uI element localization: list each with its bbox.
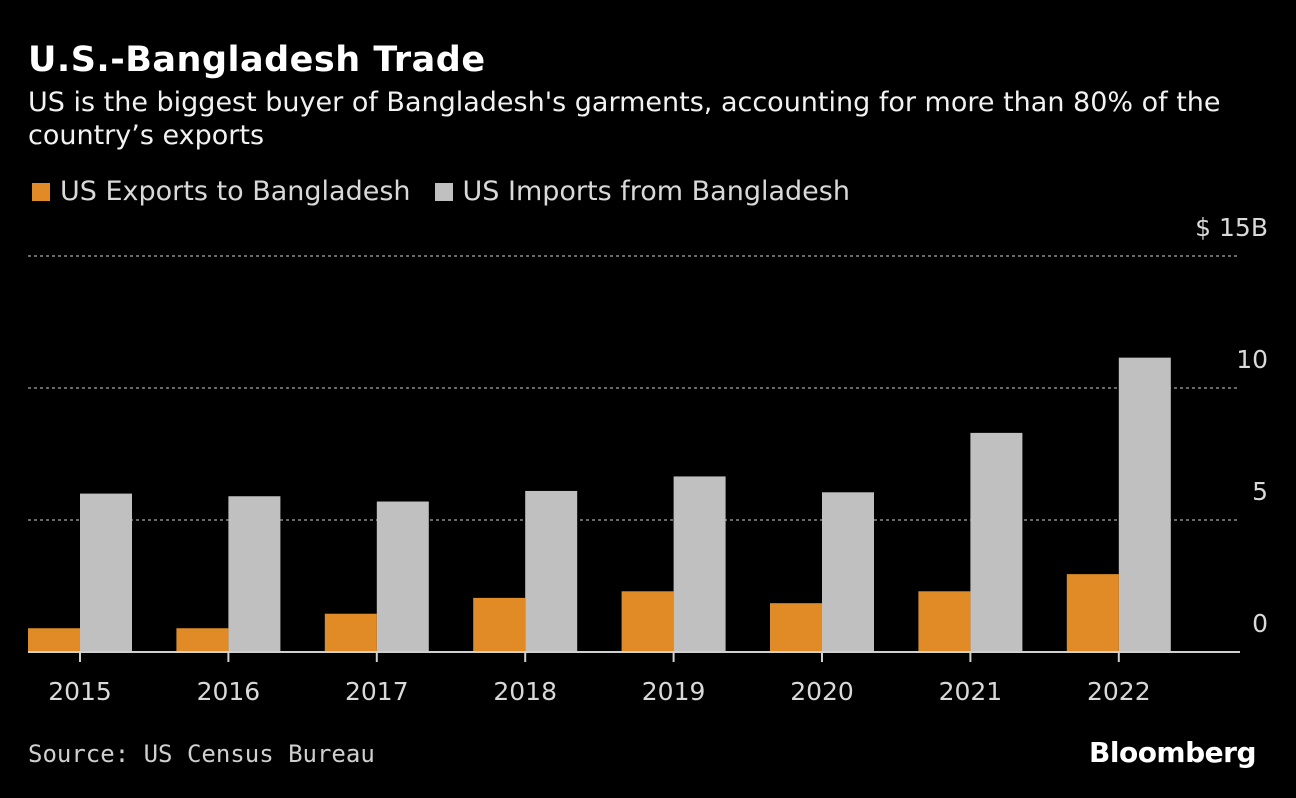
bar-exports-2019 — [621, 591, 674, 652]
x-tick-label-2021: 2021 — [939, 677, 1003, 706]
bloomberg-logo: Bloomberg — [1089, 736, 1256, 769]
bar-exports-2020 — [770, 603, 822, 652]
legend-label-exports: US Exports to Bangladesh — [60, 176, 411, 207]
bar-imports-2018 — [525, 490, 578, 652]
legend-item-imports: US Imports from Bangladesh — [434, 176, 850, 207]
bar-exports-2015 — [28, 628, 80, 652]
x-tick-label-2018: 2018 — [493, 677, 557, 706]
x-tick-label-2020: 2020 — [790, 677, 854, 706]
y-tick-label-0: 0 — [1252, 609, 1268, 638]
x-tick-label-2017: 2017 — [345, 677, 409, 706]
y-tick-label-15: $ 15B — [1195, 213, 1268, 242]
x-tick-label-2019: 2019 — [642, 677, 706, 706]
y-tick-label-5: 5 — [1252, 477, 1268, 506]
bar-exports-2017 — [324, 613, 377, 652]
bar-imports-2015 — [80, 493, 132, 652]
bar-imports-2022 — [1118, 357, 1171, 652]
bar-imports-2021 — [970, 432, 1023, 652]
bar-imports-2017 — [376, 501, 429, 652]
chart-subtitle: US is the biggest buyer of Bangladesh's … — [28, 87, 1221, 151]
legend-item-exports: US Exports to Bangladesh — [32, 176, 411, 207]
bar-imports-2019 — [673, 476, 726, 652]
bar-imports-2020 — [822, 492, 874, 652]
legend-swatch-exports — [32, 182, 50, 201]
legend-label-imports: US Imports from Bangladesh — [462, 176, 850, 207]
bar-exports-2018 — [473, 597, 526, 652]
legend-swatch-imports — [434, 182, 453, 201]
chart-title: U.S.-Bangladesh Trade — [28, 40, 486, 80]
x-tick-label-2016: 2016 — [197, 677, 261, 706]
source-note: Source: US Census Bureau — [28, 740, 375, 768]
x-tick-label-2022: 2022 — [1087, 677, 1151, 706]
bar-exports-2022 — [1066, 574, 1119, 652]
legend: US Exports to Bangladesh US Imports from… — [32, 176, 874, 207]
bar-exports-2021 — [918, 591, 971, 652]
y-tick-label-10: 10 — [1236, 345, 1268, 374]
bar-exports-2016 — [176, 628, 229, 652]
x-tick-label-2015: 2015 — [48, 677, 112, 706]
bar-imports-2016 — [228, 496, 281, 652]
